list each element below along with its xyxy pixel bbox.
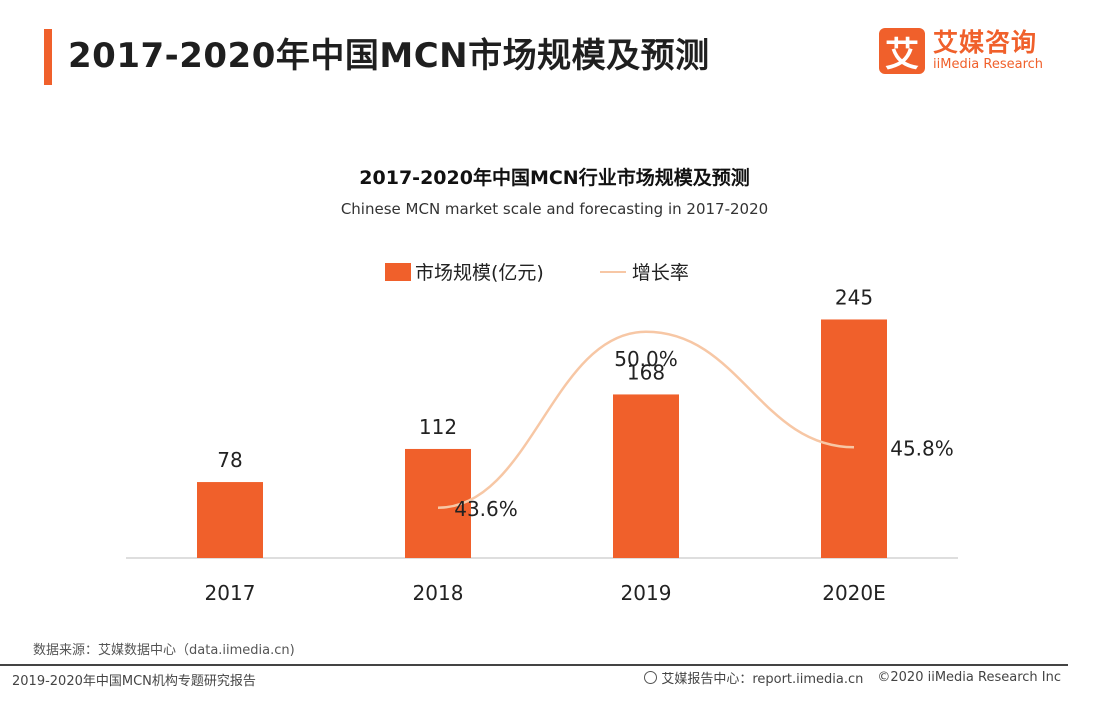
- bar-2019: [613, 394, 679, 558]
- logo-mark-icon: 艾: [879, 28, 925, 75]
- bar-2017: [197, 482, 263, 558]
- chart-legend: 市场规模(亿元) 增长率: [385, 258, 745, 285]
- growth-rate-line: [437, 330, 855, 509]
- bar-value-label-2020E: 245: [835, 285, 873, 309]
- footer-right: 艾媒报告中心：report.iimedia.cn ©2020 iiMedia R…: [644, 668, 1061, 687]
- bar-value-label-2018: 112: [419, 415, 457, 439]
- legend-item-growth-rate: 增长率: [599, 258, 689, 285]
- legend-bar-swatch-icon: [385, 262, 411, 281]
- x-tick-label-2018: 2018: [413, 581, 464, 605]
- footer-report-center: 艾媒报告中心：report.iimedia.cn: [661, 672, 864, 687]
- page-title: 2017-2020年中国MCN市场规模及预测: [68, 36, 710, 76]
- footer-report-title: 2019-2020年中国MCN机构专题研究报告: [12, 674, 256, 689]
- logo-text: 艾媒咨询 iiMedia Research: [933, 29, 1043, 73]
- legend-label-market-size: 市场规模(亿元): [415, 262, 544, 284]
- growth-rate-label-2018: 43.6%: [454, 497, 518, 521]
- chart-title: 2017-2020年中国MCN行业市场规模及预测: [359, 167, 750, 189]
- footer-copyright: ©2020 iiMedia Research Inc: [877, 670, 1061, 685]
- report-center-icon: [644, 671, 658, 684]
- bar-2020E: [821, 319, 887, 558]
- x-tick-label-2019: 2019: [621, 581, 672, 605]
- x-tick-label-2017: 2017: [205, 581, 256, 605]
- growth-rate-label-2020E: 45.8%: [890, 436, 954, 460]
- footer-divider: [0, 664, 1068, 666]
- brand-logo: 艾 艾媒咨询 iiMedia Research: [879, 28, 1043, 75]
- title-accent-bar: [44, 29, 52, 85]
- logo-name-en: iiMedia Research: [933, 57, 1044, 72]
- legend-item-market-size: 市场规模(亿元): [385, 258, 544, 285]
- x-tick-label-2020E: 2020E: [822, 581, 886, 605]
- bar-value-label-2017: 78: [217, 448, 242, 472]
- bar-value-label-2019: 168: [627, 360, 665, 384]
- data-source: 数据来源：艾媒数据中心（data.iimedia.cn): [33, 643, 295, 658]
- chart-subtitle: Chinese MCN market scale and forecasting…: [340, 200, 769, 218]
- legend-line-swatch-icon: [599, 270, 626, 273]
- logo-name-cn: 艾媒咨询: [933, 28, 1038, 57]
- legend-label-growth-rate: 增长率: [631, 262, 689, 284]
- growth-rate-label-2019: 50.0%: [614, 347, 678, 371]
